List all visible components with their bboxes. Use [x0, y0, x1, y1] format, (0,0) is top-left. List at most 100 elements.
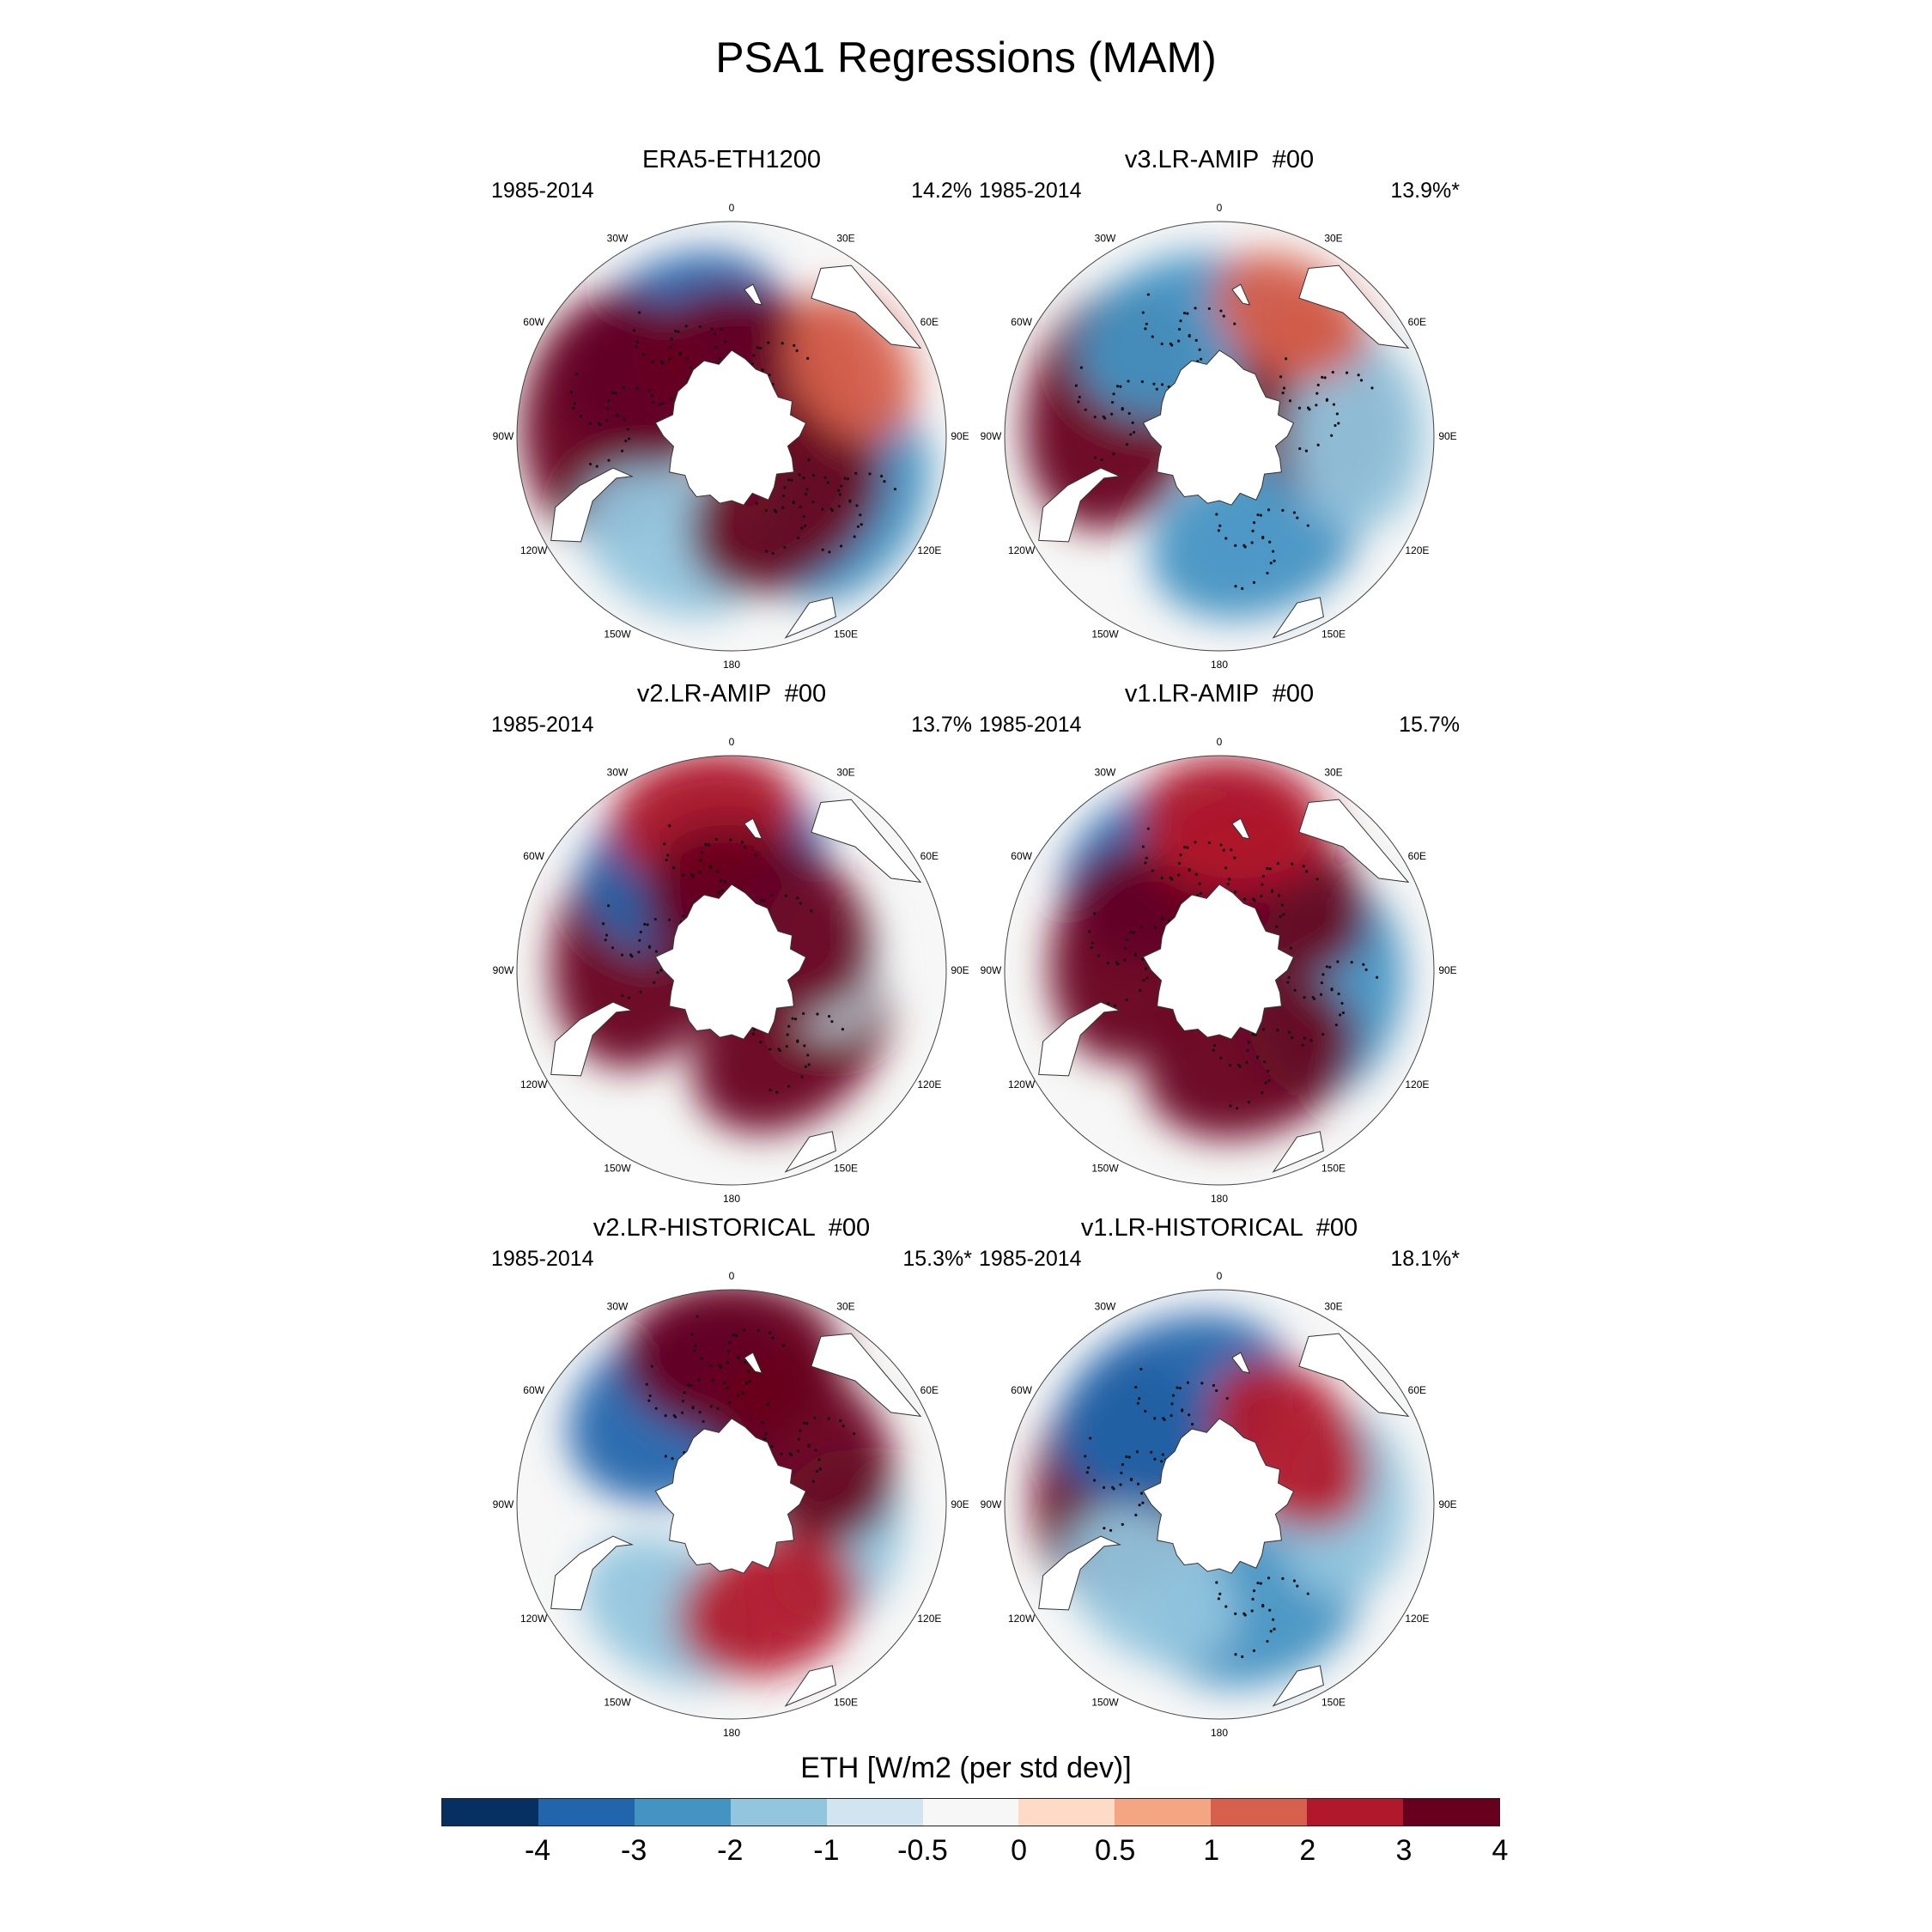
- significance-dot: [1132, 931, 1135, 934]
- longitude-label: 30W: [607, 1301, 629, 1313]
- significance-dot: [1199, 357, 1203, 361]
- significance-dot: [1141, 1501, 1145, 1504]
- significance-dot: [1140, 380, 1144, 384]
- longitude-label: 150E: [1321, 1162, 1346, 1174]
- significance-dot: [781, 342, 784, 345]
- significance-dot: [854, 471, 858, 475]
- polar-map: 0 30E 60E 90E 120E 150E 180 150W 120W 90W 60W 30W: [981, 736, 1457, 1205]
- significance-dot: [1125, 443, 1129, 447]
- significance-dot: [1255, 1056, 1260, 1060]
- map-field: [1005, 222, 1434, 651]
- significance-dot: [1222, 314, 1225, 318]
- significance-dot: [802, 514, 805, 518]
- significance-dot: [1234, 890, 1237, 894]
- longitude-label: 90E: [951, 430, 969, 442]
- significance-dot: [732, 1334, 735, 1337]
- significance-dot: [1270, 890, 1274, 893]
- significance-dot: [1282, 913, 1285, 916]
- map-field: [517, 1290, 946, 1719]
- significance-dot: [1121, 1522, 1124, 1526]
- significance-dot: [728, 1400, 732, 1405]
- panel-title: v2.LR-AMIP #00: [636, 680, 827, 708]
- significance-dot: [1078, 395, 1081, 399]
- significance-dot: [611, 391, 615, 394]
- significance-dot: [764, 550, 769, 553]
- significance-dot: [769, 1088, 772, 1091]
- significance-dot: [827, 1417, 830, 1420]
- significance-dot: [1135, 1450, 1139, 1454]
- significance-dot: [1268, 867, 1272, 871]
- significance-dot: [1212, 1048, 1215, 1052]
- significance-dot: [806, 356, 810, 360]
- significance-dot: [1160, 876, 1163, 880]
- significance-dot: [1337, 992, 1340, 996]
- longitude-label: 150E: [834, 1696, 858, 1708]
- significance-dot: [1177, 861, 1182, 866]
- significance-dot: [668, 918, 671, 921]
- significance-dot: [799, 902, 802, 905]
- significance-dot: [1259, 1582, 1262, 1585]
- significance-dot: [1218, 524, 1222, 527]
- significance-dot: [672, 1413, 676, 1418]
- antarctica-landmass: [1142, 1418, 1295, 1574]
- longitude-label: 30W: [1095, 1301, 1116, 1313]
- significance-dot: [846, 477, 850, 481]
- significance-dot: [1309, 1038, 1313, 1042]
- significance-dot: [788, 1452, 792, 1455]
- significance-dot: [716, 870, 720, 873]
- significance-dot: [1247, 1041, 1251, 1044]
- significance-dot: [723, 880, 726, 884]
- significance-dot: [1306, 524, 1309, 527]
- significance-dot: [677, 330, 680, 333]
- significance-dot: [784, 894, 787, 897]
- longitude-label: 90E: [951, 964, 969, 976]
- longitude-label: 0: [729, 1270, 735, 1282]
- significance-dot: [785, 1045, 788, 1048]
- significance-dot: [638, 939, 641, 942]
- significance-dot: [1127, 380, 1130, 383]
- significance-dot: [672, 866, 676, 870]
- significance-dot: [627, 996, 631, 999]
- significance-dot: [1084, 408, 1087, 411]
- significance-dot: [1224, 1605, 1228, 1608]
- significance-dot: [1325, 965, 1328, 969]
- south-america-landmass: [1038, 1001, 1121, 1077]
- significance-dot: [1115, 385, 1120, 388]
- south-america-landmass: [550, 1535, 634, 1611]
- significance-dot: [1362, 963, 1365, 966]
- panel-variance: 15.7%: [1399, 713, 1460, 737]
- significance-dot: [763, 1437, 767, 1441]
- significance-dot: [707, 843, 710, 847]
- colorbar-labels: -4 -3 -2 -1 -0.5 0 0.5 1 2 3 4: [441, 1834, 1509, 1868]
- significance-dot: [666, 854, 670, 857]
- significance-dot: [829, 507, 833, 511]
- significance-dot: [1242, 1612, 1246, 1615]
- significance-dot: [720, 327, 723, 331]
- significance-dot: [1123, 958, 1127, 962]
- significance-dot: [1242, 544, 1246, 547]
- significance-dot: [1268, 540, 1272, 544]
- significance-dot: [780, 1452, 783, 1455]
- significance-dot: [1194, 338, 1198, 342]
- significance-dot: [737, 1394, 740, 1397]
- significance-dot: [766, 1403, 769, 1406]
- significance-dot: [1190, 1423, 1194, 1426]
- significance-dot: [647, 945, 652, 949]
- significance-dot: [1109, 1528, 1113, 1532]
- significance-dot: [648, 1394, 652, 1398]
- significance-dot: [1233, 856, 1236, 860]
- australia-landmass: [1298, 799, 1410, 884]
- significance-dot: [868, 472, 872, 476]
- significance-dot: [708, 866, 713, 869]
- longitude-label: 30E: [836, 767, 854, 779]
- significance-dot: [1178, 1386, 1182, 1390]
- africa-landmass: [784, 1131, 836, 1173]
- longitude-label: 120W: [1008, 1078, 1036, 1091]
- panel-title: v3.LR-AMIP #00: [1124, 146, 1315, 173]
- significance-dot: [605, 419, 609, 422]
- polar-map: 0 30E 60E 90E 120E 150E 180 150W 120W 90W 60W 30W: [981, 202, 1457, 671]
- longitude-label: 30W: [1095, 767, 1116, 779]
- longitude-label: 90W: [493, 1498, 514, 1510]
- significance-dot: [1328, 965, 1332, 969]
- longitude-label: 60E: [920, 1384, 939, 1396]
